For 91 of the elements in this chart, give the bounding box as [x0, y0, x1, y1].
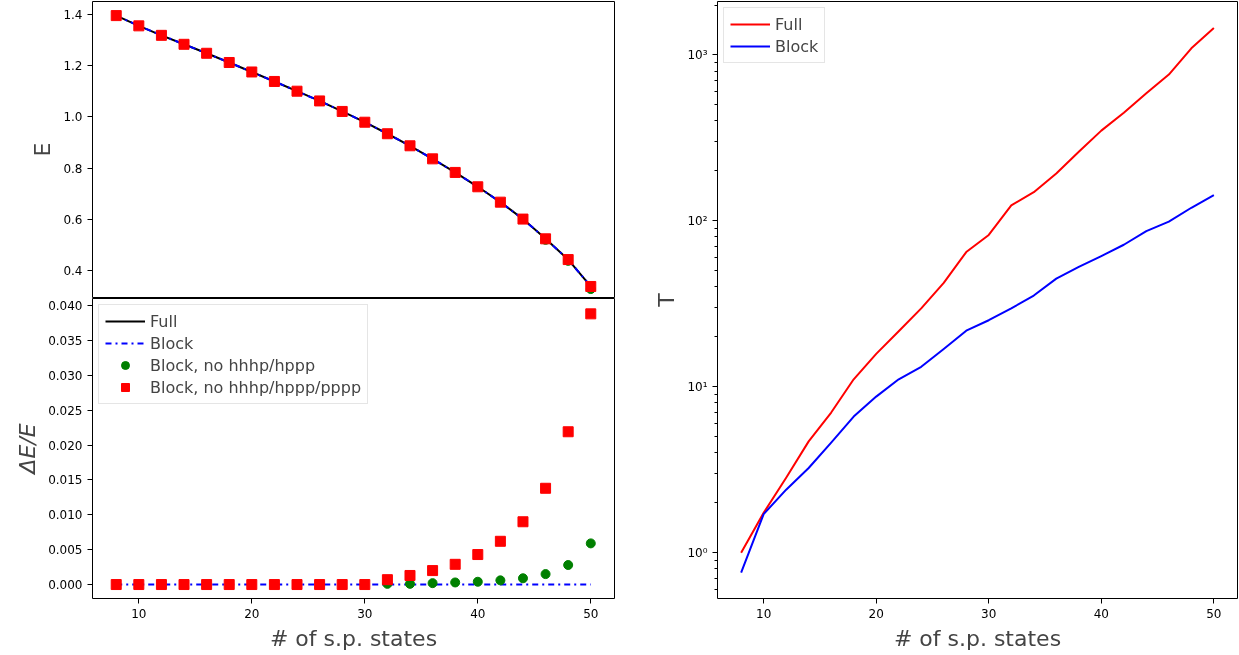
- point: [449, 558, 461, 570]
- y-tick-label: 0.030: [48, 368, 83, 383]
- y-tick-label: 0.040: [48, 298, 83, 313]
- y-tick-label: 10²: [687, 213, 708, 228]
- point: [336, 105, 348, 117]
- x-tick-label: 50: [583, 606, 599, 621]
- legend-label: Block, no hhhp/hppp: [150, 355, 316, 375]
- y-tick-label: 0.000: [48, 578, 83, 593]
- y-tick-label: 10⁰: [687, 545, 708, 560]
- legend-label: Block: [775, 36, 819, 56]
- legend-label: Block, no hhhp/hppp/pppp: [150, 377, 362, 397]
- y-tick-label: 0.005: [48, 543, 83, 558]
- y-axis-title: E: [30, 142, 56, 157]
- y-tick-label: 10³: [687, 47, 708, 62]
- point: [494, 196, 506, 208]
- point: [449, 166, 461, 178]
- point: [155, 29, 167, 41]
- point: [540, 482, 552, 494]
- point: [178, 38, 190, 50]
- line-series: [740, 194, 1215, 574]
- point: [427, 153, 439, 165]
- point: [178, 579, 190, 591]
- x-tick-label: 30: [981, 606, 997, 621]
- x-tick-label: 10: [756, 606, 772, 621]
- x-tick-label: 50: [1206, 606, 1222, 621]
- point: [427, 565, 439, 577]
- point: [223, 56, 235, 68]
- x-tick-label: 20: [868, 606, 884, 621]
- point: [359, 579, 371, 591]
- point: [201, 579, 213, 591]
- point: [404, 140, 416, 152]
- x-axis-title: # of s.p. states: [893, 625, 1062, 651]
- y-tick-label: 0.025: [48, 403, 83, 418]
- x-tick-label: 10: [131, 606, 147, 621]
- point: [585, 538, 596, 549]
- x-tick-label: 30: [357, 606, 373, 621]
- point: [314, 95, 326, 107]
- point: [291, 579, 303, 591]
- point: [381, 574, 393, 586]
- y-tick-label: 0.8: [63, 161, 83, 176]
- y-tick-label: 10¹: [687, 379, 708, 394]
- point: [133, 579, 145, 591]
- point: [155, 579, 167, 591]
- point: [494, 535, 506, 547]
- legend-label: Full: [775, 14, 803, 34]
- point: [110, 579, 122, 591]
- legend-label: Full: [150, 311, 178, 331]
- y-tick-label: 0.6: [63, 212, 83, 227]
- point: [268, 579, 280, 591]
- y-axis-title: T: [654, 292, 680, 308]
- point: [201, 47, 213, 59]
- point: [517, 516, 529, 528]
- point: [450, 577, 461, 588]
- point: [517, 213, 529, 225]
- point: [223, 579, 235, 591]
- point: [381, 128, 393, 140]
- point: [585, 308, 597, 320]
- x-tick-label: 40: [470, 606, 486, 621]
- point: [268, 75, 280, 87]
- y-tick-label: 0.010: [48, 508, 83, 523]
- point: [517, 573, 528, 584]
- point: [246, 579, 258, 591]
- x-tick-label: 40: [1093, 606, 1109, 621]
- point: [291, 85, 303, 97]
- point: [133, 20, 145, 32]
- point: [246, 66, 258, 78]
- y-tick-label: 0.015: [48, 473, 83, 488]
- point: [495, 575, 506, 586]
- y-tick-label: 0.020: [48, 438, 83, 453]
- point: [404, 569, 416, 581]
- y-tick-label: 1.2: [63, 59, 83, 74]
- y-tick-label: 0.035: [48, 333, 83, 348]
- point: [472, 576, 483, 587]
- point: [336, 579, 348, 591]
- point: [314, 579, 326, 591]
- y-tick-label: 1.4: [63, 7, 83, 22]
- point: [563, 560, 574, 570]
- point: [427, 578, 438, 589]
- point: [472, 549, 484, 561]
- y-axis-title: ΔE/E: [15, 423, 41, 476]
- y-tick-label: 0.4: [63, 264, 83, 279]
- legend-label: Block: [150, 333, 194, 353]
- point: [562, 426, 574, 438]
- point: [585, 280, 597, 292]
- point: [540, 569, 551, 580]
- x-tick-label: 20: [244, 606, 260, 621]
- point: [472, 181, 484, 193]
- point: [359, 116, 371, 128]
- y-tick-label: 1.0: [63, 110, 83, 125]
- x-axis-title: # of s.p. states: [269, 625, 438, 651]
- point: [110, 10, 122, 22]
